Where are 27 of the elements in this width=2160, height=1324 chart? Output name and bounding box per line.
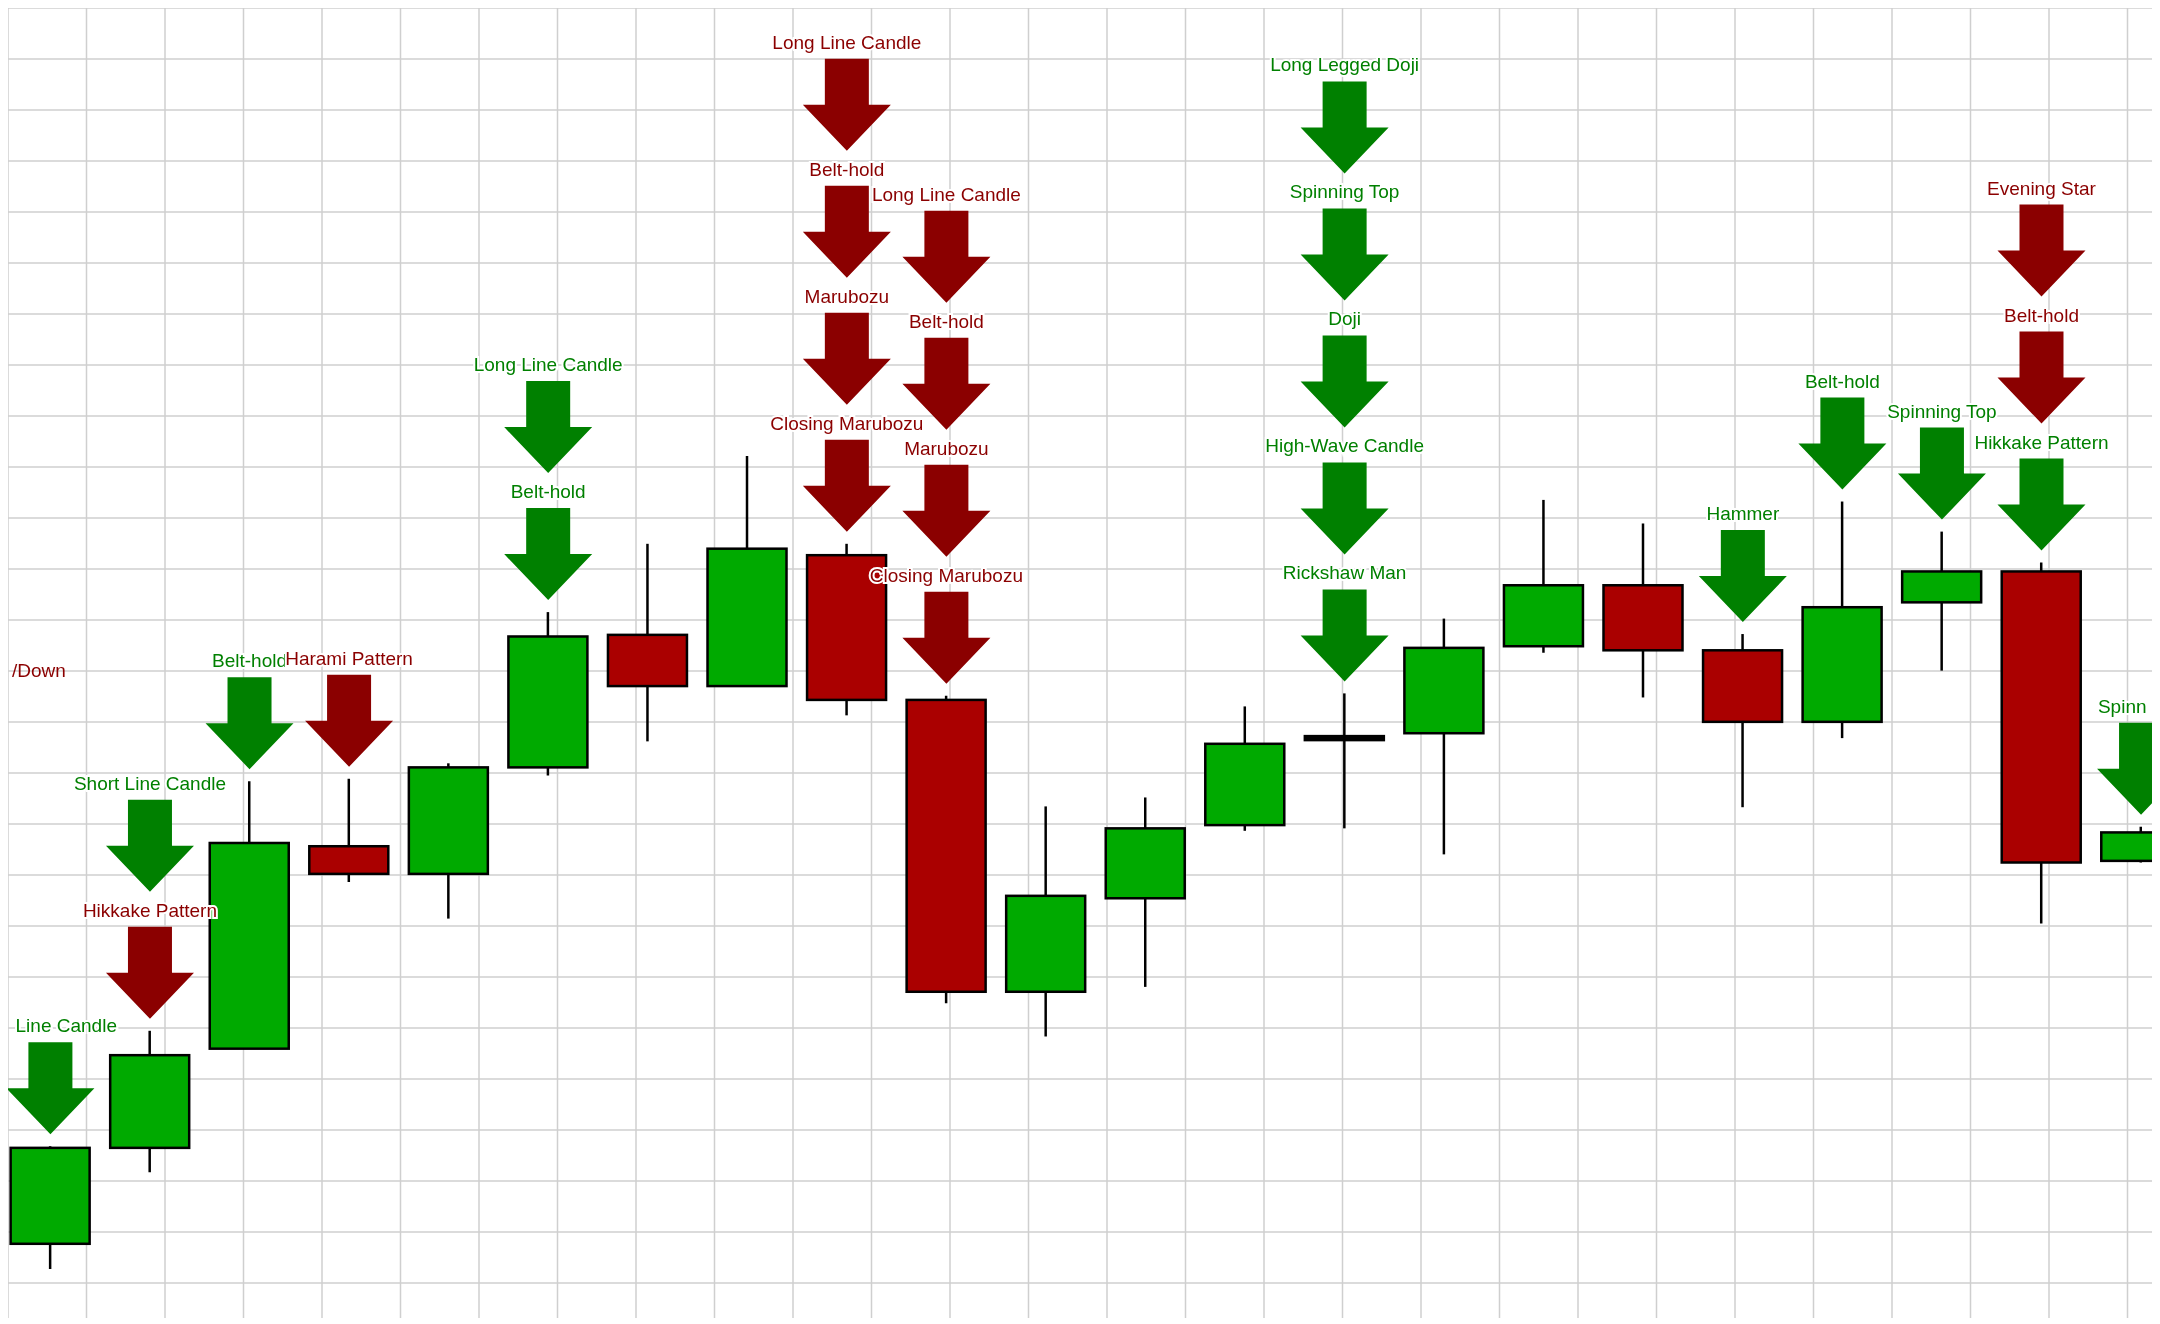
text: Hikkake Pattern	[1974, 431, 2109, 453]
annotation: Belt-hold	[510, 481, 586, 503]
text: Spinning Top	[1289, 181, 1400, 203]
annotation: High-Wave Candle	[1265, 435, 1424, 457]
text: Long Line Candle	[772, 31, 922, 53]
text: Long Line Candle	[871, 183, 1021, 205]
annotation: Belt-hold	[212, 650, 288, 672]
text: Marubozu	[804, 285, 890, 307]
annotation: Spinn	[2097, 695, 2147, 717]
annotation: Marubozu	[904, 437, 989, 459]
text: Doji	[1328, 308, 1361, 330]
text: Long Line Candle	[473, 354, 623, 376]
text: Spinning Top	[1887, 400, 1997, 422]
annotation: Harami Pattern	[285, 647, 413, 669]
text: Belt-hold	[809, 158, 885, 180]
text: Long Legged Doji	[1270, 54, 1420, 76]
annotation: Line Candle	[15, 1015, 117, 1037]
annotation: /Down	[12, 660, 66, 681]
text: Belt-hold	[2003, 304, 2079, 326]
annotation: Short Line Candle	[73, 772, 227, 794]
text: Belt-hold	[908, 310, 984, 332]
candlestick	[1303, 692, 1386, 830]
text: Closing Marubozu	[770, 412, 924, 434]
annotation: Rickshaw Man	[1282, 562, 1407, 584]
text: Evening Star	[1987, 177, 2097, 199]
annotation: Hammer	[1706, 503, 1780, 525]
text: Belt-hold	[1804, 370, 1880, 392]
